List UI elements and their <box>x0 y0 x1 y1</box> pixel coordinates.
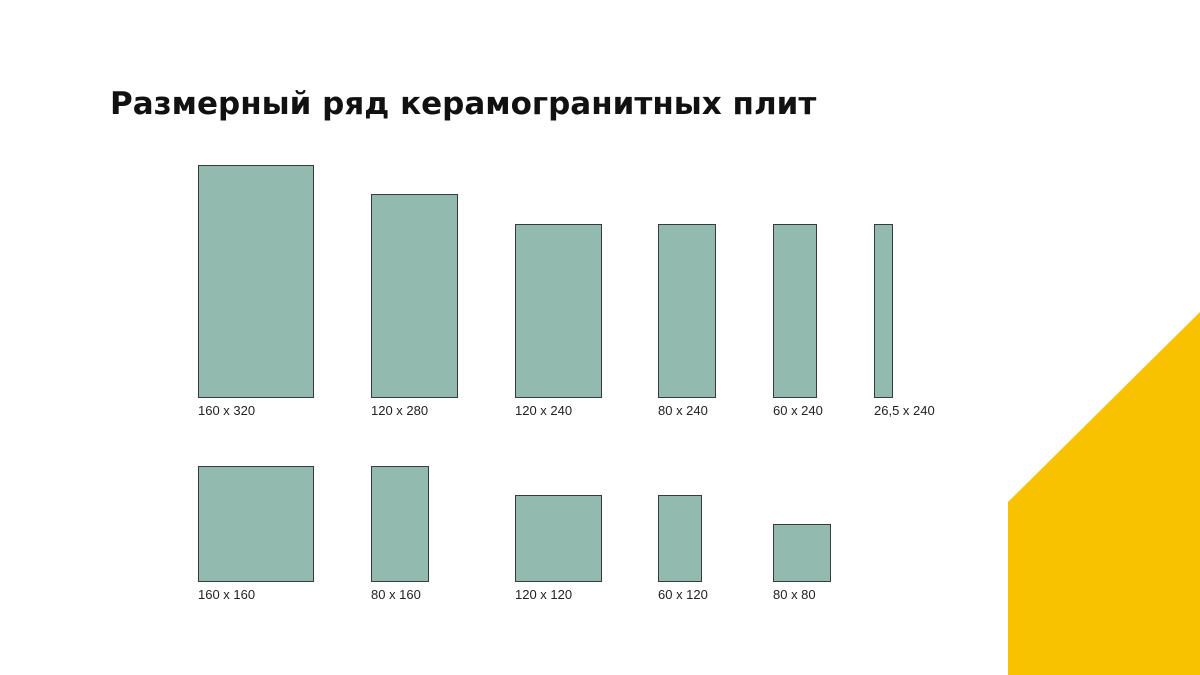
tile-size-label: 120 х 280 <box>371 403 429 418</box>
tile-rect <box>515 495 602 582</box>
tile-rect <box>874 224 893 398</box>
slide-title: Размерный ряд керамогранитных плит <box>110 86 817 122</box>
tile-rect <box>198 466 314 582</box>
tile-rect <box>658 224 716 398</box>
tile-size-label: 60 х 120 <box>658 587 708 602</box>
tile-size-label: 120 х 120 <box>515 587 573 602</box>
tile-size-label: 26,5 х 240 <box>874 403 935 418</box>
tile-size-label: 80 х 160 <box>371 587 421 602</box>
tile-size-label: 80 х 240 <box>658 403 708 418</box>
tile-size-label: 160 х 160 <box>198 587 256 602</box>
tile-rect <box>658 495 702 582</box>
tile-rect <box>515 224 602 398</box>
tile-rect <box>371 466 429 582</box>
tile-rect <box>198 165 314 398</box>
tile-rect <box>371 194 458 398</box>
tile-size-label: 120 х 240 <box>515 403 573 418</box>
tile-rect <box>773 524 831 582</box>
tile-size-label: 60 х 240 <box>773 403 823 418</box>
tile-size-label: 160 х 320 <box>198 403 256 418</box>
tile-size-label: 80 х 80 <box>773 587 816 602</box>
tile-rect <box>773 224 817 398</box>
